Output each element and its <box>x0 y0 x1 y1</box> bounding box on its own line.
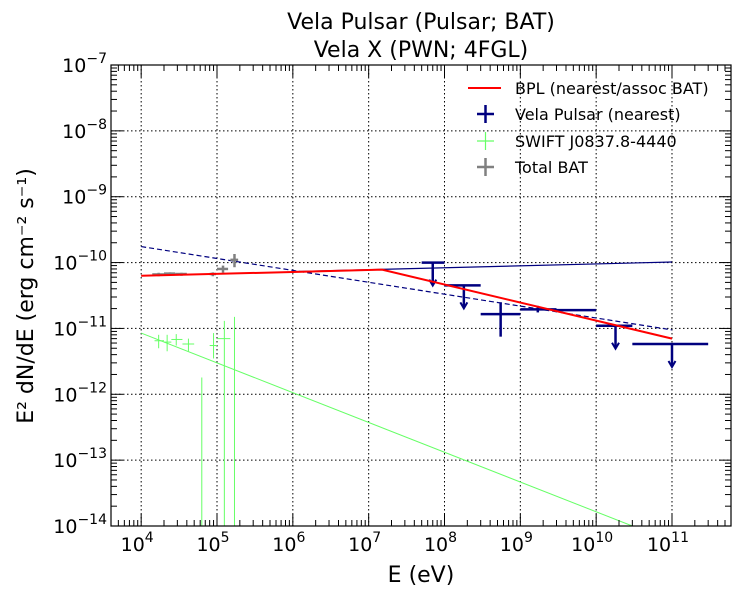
legend: BPL (nearest/assoc BAT) Vela Pulsar (near… <box>468 79 709 177</box>
swift-point <box>154 334 165 349</box>
vela-point <box>596 324 633 351</box>
x-tick-label: 1011 <box>647 530 689 556</box>
bpl-line <box>141 268 673 340</box>
y-tick-label: 10−9 <box>62 183 107 209</box>
y-tick-label: 10−10 <box>53 249 107 275</box>
x-tick-label: 107 <box>348 530 381 556</box>
x-tick-labels: 104 105 106 107 108 109 1010 1011 <box>121 530 689 556</box>
chart-title-line-2: Vela X (PWN; 4FGL) <box>314 38 529 63</box>
x-tick-label: 105 <box>196 530 229 556</box>
y-tick-label: 10−11 <box>53 314 107 340</box>
legend-item: Vela Pulsar (nearest) <box>477 105 681 124</box>
legend-label: Vela Pulsar (nearest) <box>515 105 681 124</box>
swift-point <box>182 338 195 352</box>
plot-area <box>140 245 709 526</box>
y-tick-label: 10−12 <box>53 380 107 406</box>
y-axis-label: E² dN/dE (erg cm⁻² s⁻¹) <box>14 168 39 424</box>
legend-item: Total BAT <box>477 158 588 177</box>
vela-point <box>480 302 521 337</box>
swift-point <box>217 320 231 526</box>
axis-ticks <box>110 64 732 527</box>
vela-point-arrow-head <box>459 301 469 311</box>
x-tick-label: 1010 <box>571 530 613 556</box>
swift-model-line <box>140 332 633 526</box>
vela-dashed-model-line <box>141 245 673 331</box>
legend-item: BPL (nearest/assoc BAT) <box>468 79 709 98</box>
swift-point <box>200 377 204 526</box>
x-axis-label: E (eV) <box>388 563 455 588</box>
swift-point <box>171 334 183 346</box>
x-tick-label: 104 <box>121 530 154 556</box>
x-tick-label: 108 <box>424 530 457 556</box>
vela-point <box>632 342 709 369</box>
vela-point-arrow-head <box>611 342 620 351</box>
y-tick-labels: 10−14 10−13 10−12 10−11 10−10 10−9 10−8 10−7 <box>53 51 107 538</box>
swift-point <box>209 333 218 359</box>
chart-title-line-1: Vela Pulsar (Pulsar; BAT) <box>287 10 555 35</box>
legend-label: BPL (nearest/assoc BAT) <box>515 79 709 98</box>
y-tick-label: 10−14 <box>53 512 107 538</box>
x-tick-label: 106 <box>272 530 305 556</box>
vela-point-arrow-head <box>667 360 677 369</box>
swift-point <box>164 334 172 352</box>
y-tick-label: 10−7 <box>62 51 107 77</box>
plot-frame <box>110 64 732 527</box>
vela-point <box>556 308 597 312</box>
swift-point <box>233 316 236 526</box>
total-bat-point <box>230 253 239 268</box>
y-tick-label: 10−13 <box>53 446 107 472</box>
y-tick-label: 10−8 <box>62 117 107 143</box>
total-bat-point <box>217 265 229 273</box>
legend-label: Total BAT <box>514 158 588 177</box>
x-tick-label: 109 <box>500 530 533 556</box>
legend-label: SWIFT J0837.8-4440 <box>515 132 677 151</box>
legend-item: SWIFT J0837.8-4440 <box>477 132 677 151</box>
